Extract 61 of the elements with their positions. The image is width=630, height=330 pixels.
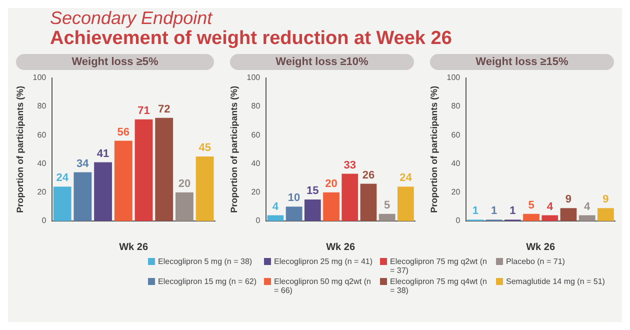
data-label: 20 <box>178 178 191 190</box>
data-label: 9 <box>602 194 609 206</box>
data-label: 15 <box>306 185 319 198</box>
legend-label: Placebo (n = 71) <box>506 257 565 266</box>
chart-title: Weight loss ≥15% <box>430 54 614 70</box>
data-label: 34 <box>76 158 90 170</box>
data-label: 10 <box>288 192 300 204</box>
data-label: 26 <box>362 169 375 182</box>
y-tick-label: 20 <box>37 188 47 197</box>
data-label: 1 <box>510 205 516 218</box>
y-tick-label: 100 <box>246 73 261 82</box>
x-axis-title: Wk 26 <box>119 242 148 253</box>
text: Achievement of weight reduction at Week 26 <box>50 28 453 50</box>
y-tick-label: 40 <box>251 158 261 168</box>
y-axis-title: Proportion of participants (%) <box>14 86 25 213</box>
data-label: 20 <box>325 178 338 190</box>
chart-title: Weight loss ≥5% <box>16 54 214 70</box>
data-label: 41 <box>96 148 110 160</box>
data-label: 72 <box>158 103 170 116</box>
x-axis-title: Wk 26 <box>326 242 356 253</box>
y-tick-label: 80 <box>251 102 261 111</box>
y-tick-label: 0 <box>256 216 261 226</box>
data-label: 45 <box>198 142 211 154</box>
legend-label: Elecoglipron 75 mg q2wt (n = 37) <box>390 257 488 275</box>
y-axis-title: Proportion of participants (%) <box>228 86 239 213</box>
y-tick-label: 20 <box>451 188 461 197</box>
legend-label: Semaglutide 14 mg (n = 51) <box>506 277 605 286</box>
y-tick-label: 100 <box>32 73 47 82</box>
data-label: 24 <box>400 172 413 184</box>
y-tick-label: 20 <box>251 188 261 197</box>
legend-label: Elecoglipron 75 mg q4wt (n = 38) <box>390 277 488 295</box>
y-tick-label: 80 <box>37 102 47 111</box>
y-tick-label: 40 <box>37 158 47 168</box>
data-label: 5 <box>528 199 534 212</box>
data-label: 5 <box>384 199 390 212</box>
data-label: 1 <box>490 205 498 218</box>
y-tick-label: 60 <box>451 130 461 140</box>
y-tick-label: 40 <box>451 158 461 168</box>
legend-label: Elecoglipron 25 mg (n = 41) <box>274 257 372 266</box>
y-axis-title: Proportion of participants (%) <box>428 86 439 213</box>
legend-label: Elecoglipron 5 mg (n = 38) <box>158 257 252 266</box>
data-label: 24 <box>56 172 70 184</box>
data-label: 4 <box>272 200 280 213</box>
y-tick-label: 100 <box>446 73 461 82</box>
data-label: 9 <box>565 194 572 206</box>
y-tick-label: 0 <box>42 216 47 226</box>
data-label: 4 <box>546 200 554 213</box>
y-tick-label: 0 <box>456 216 461 226</box>
y-tick-label: 60 <box>251 130 261 140</box>
y-tick-label: 80 <box>451 102 461 111</box>
x-axis-title: Wk 26 <box>526 242 556 253</box>
chart-title: Weight loss ≥10% <box>230 54 414 70</box>
data-label: 1 <box>472 205 479 218</box>
data-label: 4 <box>584 200 592 213</box>
y-tick-label: 60 <box>37 130 47 140</box>
data-label: 33 <box>344 159 356 172</box>
data-label: 56 <box>117 126 130 138</box>
data-label: 71 <box>138 104 150 117</box>
text: Secondary Endpoint <box>50 8 214 28</box>
legend-label: Elecoglipron 50 mg q2wt (n = 66) <box>274 277 372 295</box>
legend-label: Elecoglipron 15 mg (n = 62) <box>158 277 256 286</box>
